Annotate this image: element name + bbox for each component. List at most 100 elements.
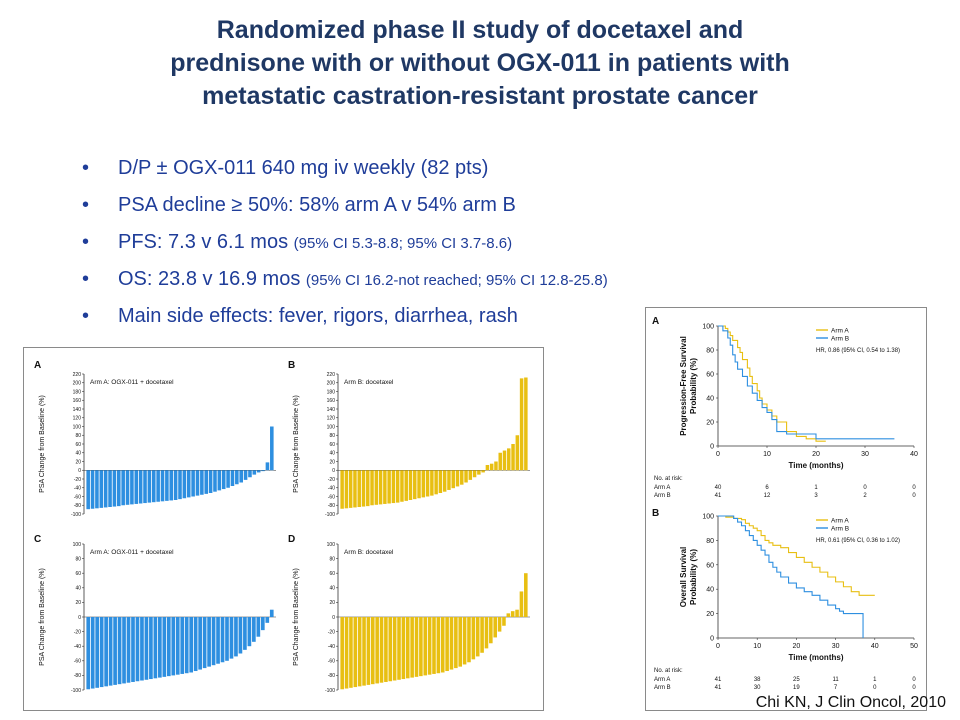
bar bbox=[270, 426, 274, 471]
bar bbox=[204, 470, 209, 494]
bar bbox=[410, 617, 414, 678]
y-tick-label: 80 bbox=[75, 433, 81, 439]
bullet-dot: • bbox=[82, 268, 90, 290]
risk-table-value: 19 bbox=[793, 685, 800, 691]
y-tick-label: -60 bbox=[74, 494, 81, 500]
panel-letter: D bbox=[288, 534, 295, 545]
risk-table-row-label: Arm B bbox=[654, 493, 671, 499]
bar bbox=[340, 617, 344, 690]
y-tick-label: 40 bbox=[75, 586, 81, 592]
bar bbox=[117, 470, 121, 507]
bar bbox=[391, 470, 396, 504]
km-curve-arm-a bbox=[718, 325, 826, 442]
y-tick-label: 20 bbox=[75, 459, 81, 465]
y-tick-label: 100 bbox=[73, 542, 82, 548]
bar bbox=[144, 617, 149, 680]
y-tick-label: -80 bbox=[328, 503, 335, 509]
bar bbox=[353, 617, 358, 688]
bar bbox=[220, 617, 225, 663]
waterfall-chart-d: D Arm B: docetaxel PSA Change from Baselin… bbox=[288, 534, 530, 694]
title-line-3: metastatic castration-resistant prostate… bbox=[202, 82, 758, 110]
bar bbox=[506, 613, 511, 617]
bar bbox=[455, 470, 460, 487]
bar bbox=[340, 470, 344, 509]
y-tick-label: 60 bbox=[329, 442, 335, 448]
y-tick-label: 100 bbox=[327, 424, 336, 430]
x-axis-label: Time (months) bbox=[789, 653, 844, 662]
bar bbox=[442, 470, 447, 492]
risk-table-header: No. at risk: bbox=[654, 668, 683, 674]
y-tick-label: 100 bbox=[327, 542, 336, 548]
bar bbox=[117, 617, 122, 685]
chart-title: Arm B: docetaxel bbox=[344, 549, 394, 556]
bar bbox=[230, 470, 235, 486]
panel-letter: A bbox=[34, 360, 41, 371]
bar bbox=[160, 470, 165, 502]
y-tick-label: 100 bbox=[702, 514, 714, 521]
bar bbox=[211, 617, 216, 666]
y-axis-label-line-1: Overall Survival bbox=[679, 547, 688, 607]
bar bbox=[261, 470, 265, 472]
bar bbox=[366, 470, 370, 507]
bar bbox=[158, 617, 162, 678]
y-tick-label: 160 bbox=[73, 398, 82, 404]
bar bbox=[353, 470, 357, 508]
bar bbox=[484, 617, 489, 649]
bar bbox=[113, 617, 117, 685]
bar bbox=[434, 470, 438, 495]
bar bbox=[151, 470, 156, 503]
y-tick-label: -60 bbox=[74, 659, 81, 665]
y-tick-label: -60 bbox=[328, 659, 335, 665]
x-tick-label: 0 bbox=[716, 643, 720, 650]
bar bbox=[90, 617, 95, 689]
risk-table-value: 0 bbox=[912, 485, 916, 491]
bar bbox=[125, 470, 130, 505]
y-tick-label: -100 bbox=[71, 512, 81, 518]
bar bbox=[138, 470, 143, 504]
bar bbox=[134, 470, 139, 504]
y-tick-label: 60 bbox=[706, 562, 714, 569]
bullet-text: Main side effects: fever, rigors, diarrh… bbox=[118, 305, 518, 327]
legend-label: Arm B bbox=[831, 525, 849, 532]
bullet-dot: • bbox=[82, 231, 90, 253]
y-tick-label: 140 bbox=[73, 407, 82, 413]
y-tick-label: -100 bbox=[325, 512, 335, 518]
x-tick-label: 30 bbox=[861, 451, 869, 458]
bar bbox=[468, 470, 473, 480]
bar bbox=[104, 617, 108, 687]
bar bbox=[361, 470, 366, 507]
y-tick-label: 220 bbox=[327, 372, 336, 378]
title-line-1: Randomized phase II study of docetaxel a… bbox=[216, 16, 744, 44]
bar bbox=[131, 617, 135, 682]
bar bbox=[184, 617, 189, 674]
bar bbox=[165, 470, 169, 501]
bar bbox=[256, 617, 261, 637]
bar bbox=[99, 617, 104, 688]
y-tick-label: 100 bbox=[702, 324, 714, 331]
y-tick-label: 20 bbox=[75, 600, 81, 606]
y-tick-label: -100 bbox=[325, 688, 335, 694]
y-tick-label: -40 bbox=[328, 486, 335, 492]
bar bbox=[140, 617, 144, 681]
bar bbox=[344, 470, 349, 509]
risk-table-value: 30 bbox=[754, 685, 761, 691]
bar bbox=[502, 617, 506, 626]
bar bbox=[103, 470, 108, 508]
y-tick-label: 140 bbox=[327, 407, 336, 413]
bar bbox=[122, 617, 126, 684]
bar bbox=[99, 470, 104, 508]
bar bbox=[252, 617, 256, 642]
risk-table-value: 12 bbox=[764, 493, 771, 499]
bar bbox=[413, 470, 417, 500]
bar bbox=[510, 611, 515, 617]
risk-table-value: 2 bbox=[863, 493, 867, 499]
bar bbox=[498, 452, 502, 471]
risk-table-value: 0 bbox=[873, 685, 877, 691]
risk-table-value: 40 bbox=[715, 485, 722, 491]
bar bbox=[375, 617, 379, 684]
y-tick-label: 100 bbox=[73, 424, 82, 430]
bar bbox=[208, 470, 213, 493]
y-tick-label: -100 bbox=[71, 688, 81, 694]
chart-title: Arm B: docetaxel bbox=[344, 379, 394, 386]
bar bbox=[395, 470, 400, 503]
